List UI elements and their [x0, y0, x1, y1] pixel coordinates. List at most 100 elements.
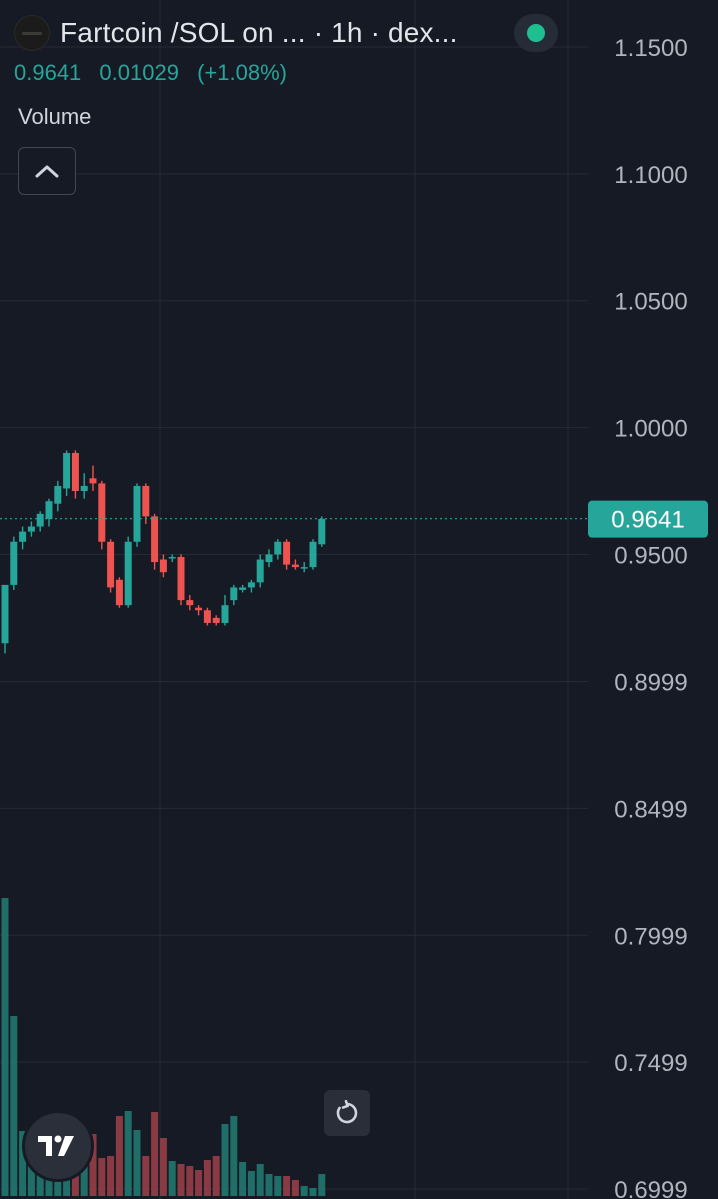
reset-chart-button[interactable] — [324, 1090, 370, 1136]
candle-body — [291, 564, 299, 568]
market-status-badge[interactable] — [514, 14, 558, 52]
volume-bars — [1, 898, 326, 1196]
price-axis-label: 1.0000 — [614, 416, 687, 443]
candle-body — [133, 485, 141, 542]
symbol-name[interactable]: Fartcoin /SOL on ... — [60, 17, 306, 48]
volume-bar — [115, 1116, 123, 1196]
volume-indicator-label[interactable]: Volume — [18, 104, 92, 129]
tradingview-logo[interactable] — [22, 1110, 94, 1182]
candle-body — [107, 541, 115, 588]
candle — [1, 584, 9, 654]
volume-bar — [203, 1160, 211, 1196]
candle-body — [71, 452, 79, 492]
volume-bar — [124, 1111, 132, 1196]
candle-body — [318, 518, 326, 545]
chart-grid — [0, 0, 588, 1199]
candle-body — [27, 526, 35, 532]
candle-body — [283, 541, 291, 565]
volume-bar — [274, 1176, 282, 1196]
volume-bar — [89, 1134, 97, 1196]
volume-bar — [230, 1116, 238, 1196]
candle — [63, 450, 71, 497]
candle-body — [212, 617, 220, 623]
volume-bar — [168, 1161, 176, 1196]
candle — [151, 513, 159, 570]
candle-body — [256, 559, 264, 583]
candle-body — [168, 556, 176, 559]
volume-bar — [239, 1162, 247, 1196]
candle — [318, 516, 326, 547]
candle-body — [186, 600, 194, 606]
symbol-logo — [14, 15, 50, 51]
status-dot-icon — [527, 24, 545, 42]
change-percent: (+1.08%) — [197, 60, 287, 85]
candle — [177, 554, 185, 606]
volume-bar — [177, 1164, 185, 1196]
volume-bar — [247, 1171, 255, 1196]
chart-legend: Fartcoin /SOL on ... · 1h · dex... 0.964… — [14, 14, 584, 86]
volume-bar — [10, 1016, 18, 1196]
source-label: dex... — [387, 17, 458, 48]
candle — [71, 450, 79, 499]
price-axis[interactable]: 1.1500 1.1000 1.0500 1.0000 0.9500 0.8999 0.84… — [588, 35, 708, 1199]
price-axis-label: 0.7999 — [614, 923, 687, 950]
volume-bar — [283, 1176, 291, 1196]
candle-body — [19, 531, 27, 542]
candle — [300, 562, 308, 573]
volume-bar — [80, 1156, 88, 1196]
price-axis-label: 0.7499 — [614, 1050, 687, 1077]
collapse-legend-button[interactable] — [18, 147, 76, 195]
candle — [283, 539, 291, 570]
candle-body — [124, 541, 132, 606]
candlestick-series — [1, 450, 326, 654]
candle — [115, 577, 123, 608]
volume-bar — [212, 1156, 220, 1196]
volume-bar — [1, 898, 9, 1196]
candle-body — [63, 452, 71, 489]
symbol-title-row[interactable]: Fartcoin /SOL on ... · 1h · dex... — [14, 14, 584, 52]
price-axis-label: 1.1000 — [614, 162, 687, 189]
candle — [89, 465, 97, 492]
price-axis-label: 0.8499 — [614, 796, 687, 823]
candle — [239, 584, 247, 593]
candle — [80, 473, 88, 499]
volume-bar — [300, 1186, 308, 1196]
volume-bar — [151, 1112, 159, 1196]
candle — [124, 536, 132, 608]
candle — [274, 539, 282, 560]
last-value: 0.9641 — [14, 60, 82, 85]
candle — [247, 579, 255, 593]
candle-body — [177, 556, 185, 601]
volume-bar — [159, 1138, 167, 1196]
candle-body — [203, 610, 211, 623]
candle — [98, 480, 106, 550]
candle-body — [230, 587, 238, 601]
reset-icon — [336, 1100, 358, 1124]
candle — [309, 539, 317, 570]
candle-body — [1, 584, 9, 644]
candle — [159, 554, 167, 578]
candle — [291, 559, 299, 570]
candle-body — [195, 607, 203, 611]
candle-body — [115, 579, 123, 606]
interval-label[interactable]: 1h — [331, 17, 363, 48]
candle — [221, 595, 229, 626]
candle — [168, 554, 176, 563]
candle-body — [300, 567, 308, 569]
candle-body — [45, 501, 53, 519]
candle — [133, 483, 141, 547]
candle — [19, 526, 27, 550]
last-price-label: 0.9641 — [611, 507, 684, 534]
candle — [256, 554, 264, 588]
candle-body — [54, 485, 62, 504]
ohlc-values: 0.9641 0.01029 (+1.08%) — [14, 60, 584, 86]
volume-bar — [221, 1124, 229, 1196]
candle — [142, 483, 150, 524]
volume-bar — [107, 1156, 115, 1196]
candle-body — [274, 541, 282, 555]
candle-body — [98, 483, 106, 542]
candle — [107, 539, 115, 593]
tradingview-logo-icon — [38, 1135, 74, 1156]
volume-bar — [133, 1130, 141, 1196]
